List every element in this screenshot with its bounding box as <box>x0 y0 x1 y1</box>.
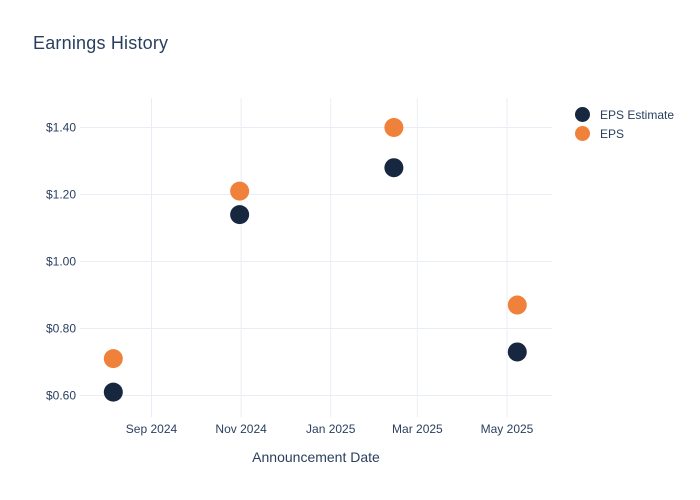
data-point-eps[interactable] <box>384 118 404 137</box>
legend-item-eps-estimate[interactable]: EPS Estimate <box>575 107 674 122</box>
data-point-eps[interactable] <box>103 349 123 369</box>
x-axis-title: Announcement Date <box>252 449 380 465</box>
eps-marker-icon <box>575 126 590 141</box>
y-tick-label: $1.40 <box>46 121 76 135</box>
y-tick-label: $1.20 <box>46 188 76 202</box>
x-tick-label: Jan 2025 <box>306 422 356 436</box>
y-tick-label: $1.00 <box>46 255 76 269</box>
legend-item-eps[interactable]: EPS <box>575 126 674 141</box>
legend-label-eps-estimate: EPS Estimate <box>600 107 675 122</box>
data-point-eps[interactable] <box>230 181 250 201</box>
x-tick-label: May 2025 <box>481 422 534 436</box>
data-point-eps-estimate[interactable] <box>384 158 404 178</box>
data-point-eps-estimate[interactable] <box>507 342 527 362</box>
y-tick-label: $0.60 <box>46 389 76 403</box>
data-point-eps-estimate[interactable] <box>103 382 123 402</box>
legend-label-eps: EPS <box>600 126 625 141</box>
y-tick-label: $0.80 <box>46 322 76 336</box>
legend: EPS Estimate EPS <box>575 107 674 141</box>
x-tick-label: Nov 2024 <box>215 422 267 436</box>
chart-title: Earnings History <box>33 33 169 53</box>
x-tick-label: Mar 2025 <box>392 422 443 436</box>
x-tick-label: Sep 2024 <box>126 422 178 436</box>
eps-estimate-marker-icon <box>575 107 590 122</box>
data-point-eps-estimate[interactable] <box>230 205 250 225</box>
data-point-eps[interactable] <box>507 295 527 315</box>
